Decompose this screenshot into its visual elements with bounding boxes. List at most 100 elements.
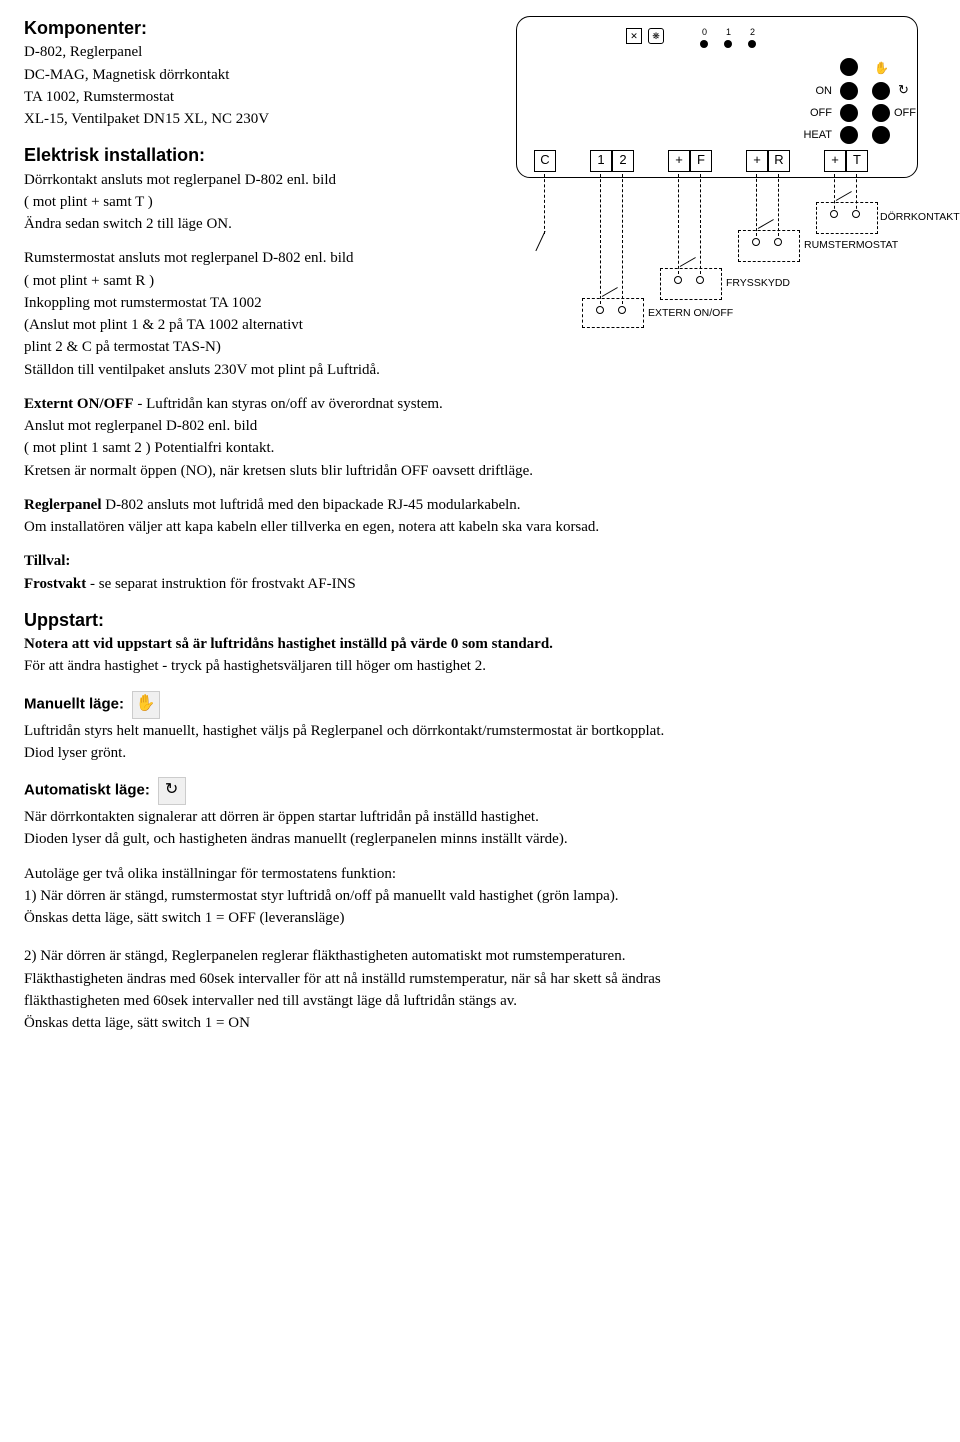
- text-line: ( mot plint 1 samt 2 ) Potentialfri kont…: [24, 438, 936, 458]
- led-dot: [840, 82, 858, 100]
- terminal-T: T: [846, 150, 868, 172]
- dot: [724, 40, 732, 48]
- dot: [748, 40, 756, 48]
- label-heat: HEAT: [788, 128, 832, 143]
- text-line: Dörrkontakt ansluts mot reglerpanel D-80…: [24, 170, 504, 190]
- text-line-bold: Notera att vid uppstart så är luftridåns…: [24, 634, 936, 654]
- text-line: (Anslut mot plint 1 & 2 på TA 1002 alter…: [24, 315, 504, 335]
- icon-box-fan: ❋: [648, 28, 664, 44]
- text-line: Kretsen är normalt öppen (NO), när krets…: [24, 461, 936, 481]
- bold-label: Reglerpanel: [24, 497, 101, 513]
- dorrkontakt-box: [816, 202, 878, 234]
- hand-icon: ✋: [132, 691, 160, 719]
- label-frysskydd: FRYSSKYDD: [726, 276, 790, 290]
- auto-heading-row: Automatiskt läge: ↻: [24, 777, 936, 805]
- wire: [600, 174, 601, 304]
- text-line: Önskas detta läge, sätt switch 1 = OFF (…: [24, 908, 936, 928]
- text-line: Reglerpanel D-802 ansluts mot luftridå m…: [24, 495, 936, 515]
- wire: [622, 174, 623, 304]
- label-rumstermostat: RUMSTERMOSTAT: [804, 238, 898, 252]
- text-line: Diod lyser grönt.: [24, 743, 936, 763]
- terminal-2: 2: [612, 150, 634, 172]
- wire: [700, 174, 701, 274]
- text-line: Autoläge ger två olika inställningar för…: [24, 864, 936, 884]
- heading-uppstart: Uppstart:: [24, 608, 936, 632]
- led-dot: [840, 104, 858, 122]
- terminal-plus: +: [668, 150, 690, 172]
- dot: [700, 40, 708, 48]
- terminal-plus: +: [824, 150, 846, 172]
- contact-node: [696, 276, 704, 284]
- text-line: ( mot plint + samt T ): [24, 192, 504, 212]
- label-off-right: OFF: [894, 106, 916, 121]
- contact-node: [774, 238, 782, 246]
- komponent-line: XL-15, Ventilpaket DN15 XL, NC 230V: [24, 109, 504, 129]
- wire: [756, 174, 757, 236]
- terminal-plus: +: [746, 150, 768, 172]
- text-span: - se separat instruktion för frostvakt A…: [86, 576, 356, 592]
- label-off-left: OFF: [792, 106, 832, 121]
- text-line: Om installatören väljer att kapa kabeln …: [24, 517, 936, 537]
- komponent-line: DC-MAG, Magnetisk dörrkontakt: [24, 65, 504, 85]
- text-line: Önskas detta läge, sätt switch 1 = ON: [24, 1013, 936, 1033]
- text-line: fläkthastigheten med 60sek intervaller n…: [24, 991, 936, 1011]
- text-line: Externt ON/OFF - Luftridån kan styras on…: [24, 394, 936, 414]
- extern-box: [582, 298, 644, 328]
- text-line: 1) När dörren är stängd, rumstermostat s…: [24, 886, 936, 906]
- switch-arm: [836, 191, 852, 201]
- text-line: Ändra sedan switch 2 till läge ON.: [24, 214, 504, 234]
- contact-node: [618, 306, 626, 314]
- heading-automatiskt: Automatiskt läge:: [24, 782, 150, 799]
- heading-manuellt: Manuellt läge:: [24, 695, 124, 712]
- rumstermostat-box: [738, 230, 800, 262]
- bold-label: Frostvakt: [24, 576, 86, 592]
- text-line: Inkoppling mot rumstermostat TA 1002: [24, 293, 504, 313]
- wire: [544, 174, 545, 234]
- terminal-C: C: [534, 150, 556, 172]
- text-line: plint 2 & C på termostat TAS-N): [24, 337, 504, 357]
- manual-heading-row: Manuellt läge: ✋: [24, 691, 936, 719]
- contact-node: [596, 306, 604, 314]
- led-dot: [872, 104, 890, 122]
- cycle-icon: [898, 80, 909, 100]
- top-num-0: 0: [702, 26, 707, 38]
- switch-arm: [758, 219, 774, 229]
- led-dot: [872, 82, 890, 100]
- text-line: Anslut mot reglerpanel D-802 enl. bild: [24, 416, 936, 436]
- wire: [778, 174, 779, 236]
- cycle-icon: ↻: [158, 777, 186, 805]
- terminal-R: R: [768, 150, 790, 172]
- led-dot: [872, 126, 890, 144]
- text-line: ( mot plint + samt R ): [24, 271, 504, 291]
- label-on: ON: [792, 84, 832, 99]
- contact-node: [674, 276, 682, 284]
- wiring-diagram: ✕ ❋ 0 1 2 ON OFF OFF HEAT C 1 2 + F + R …: [516, 6, 946, 336]
- contact-node: [852, 210, 860, 218]
- top-num-2: 2: [750, 26, 755, 38]
- frysskydd-box: [660, 268, 722, 300]
- contact-node: [752, 238, 760, 246]
- tillval-heading: Tillval:: [24, 551, 936, 571]
- contact-node: [830, 210, 838, 218]
- text-line: Rumstermostat ansluts mot reglerpanel D-…: [24, 248, 504, 268]
- text-line: Luftridån styrs helt manuellt, hastighet…: [24, 721, 936, 741]
- switch-arm: [602, 287, 618, 297]
- text-span: D-802 ansluts mot luftridå med den bipac…: [101, 497, 520, 513]
- text-line: Frostvakt - se separat instruktion för f…: [24, 574, 936, 594]
- led-dot: [840, 58, 858, 76]
- label-dorrkontakt: DÖRRKONTAKT: [880, 210, 960, 224]
- terminal-F: F: [690, 150, 712, 172]
- wire-slash: [535, 231, 545, 251]
- hand-icon: [874, 58, 889, 78]
- terminal-1: 1: [590, 150, 612, 172]
- komponent-line: D-802, Reglerpanel: [24, 42, 504, 62]
- bold-label: Externt ON/OFF: [24, 396, 134, 412]
- text-line: För att ändra hastighet - tryck på hasti…: [24, 656, 936, 676]
- text-line: Ställdon till ventilpaket ansluts 230V m…: [24, 360, 504, 380]
- text-line: Fläkthastigheten ändras med 60sek interv…: [24, 969, 936, 989]
- heading-komponenter: Komponenter:: [24, 16, 504, 40]
- text-line: När dörrkontakten signalerar att dörren …: [24, 807, 936, 827]
- text-line: Dioden lyser då gult, och hastigheten än…: [24, 829, 936, 849]
- text-span: - Luftridån kan styras on/off av överord…: [134, 396, 443, 412]
- icon-box-x: ✕: [626, 28, 642, 44]
